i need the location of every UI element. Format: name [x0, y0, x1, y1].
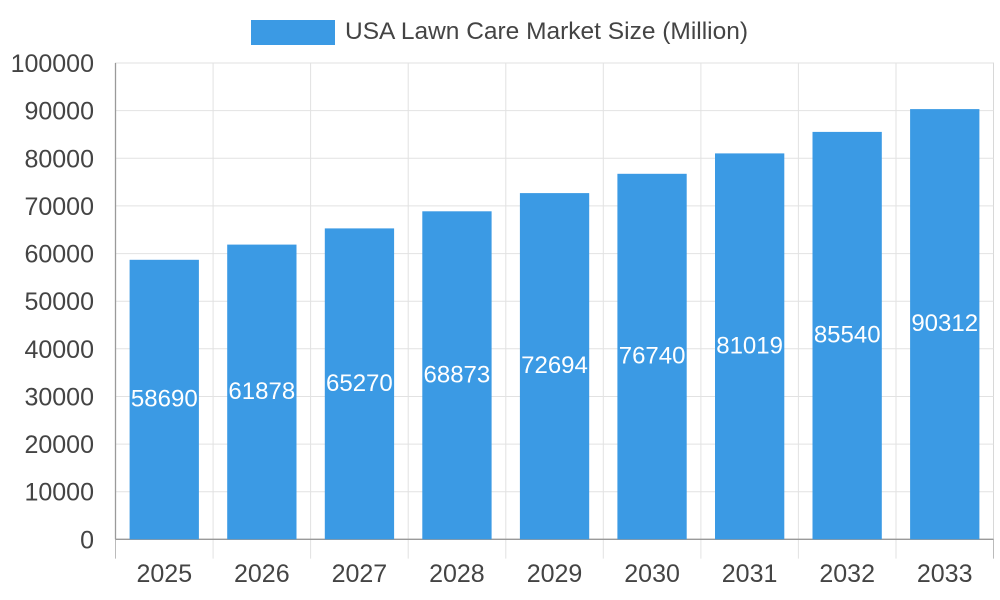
- svg-text:76740: 76740: [619, 343, 686, 370]
- svg-text:2031: 2031: [722, 560, 778, 588]
- svg-text:61878: 61878: [228, 378, 295, 405]
- svg-text:60000: 60000: [24, 241, 94, 269]
- svg-text:100000: 100000: [11, 50, 94, 78]
- svg-text:2033: 2033: [917, 560, 973, 588]
- svg-text:2029: 2029: [527, 560, 583, 588]
- svg-text:2026: 2026: [234, 560, 290, 588]
- svg-text:80000: 80000: [24, 145, 94, 173]
- svg-text:30000: 30000: [24, 384, 94, 412]
- svg-text:10000: 10000: [24, 479, 94, 507]
- svg-text:70000: 70000: [24, 193, 94, 221]
- svg-text:2025: 2025: [136, 560, 192, 588]
- svg-text:0: 0: [80, 526, 94, 554]
- svg-text:40000: 40000: [24, 336, 94, 364]
- svg-text:68873: 68873: [424, 361, 491, 388]
- svg-text:2028: 2028: [429, 560, 485, 588]
- svg-text:50000: 50000: [24, 288, 94, 316]
- svg-text:USA Lawn Care Market Size (Mil: USA Lawn Care Market Size (Million): [345, 18, 748, 45]
- svg-text:72694: 72694: [521, 352, 588, 379]
- svg-text:20000: 20000: [24, 431, 94, 459]
- svg-text:90312: 90312: [911, 310, 978, 337]
- svg-text:85540: 85540: [814, 322, 881, 349]
- svg-text:65270: 65270: [326, 370, 393, 397]
- svg-text:2030: 2030: [624, 560, 680, 588]
- svg-text:81019: 81019: [716, 332, 783, 359]
- svg-text:2032: 2032: [819, 560, 875, 588]
- svg-text:90000: 90000: [24, 98, 94, 126]
- svg-text:58690: 58690: [131, 386, 198, 413]
- svg-text:2027: 2027: [332, 560, 388, 588]
